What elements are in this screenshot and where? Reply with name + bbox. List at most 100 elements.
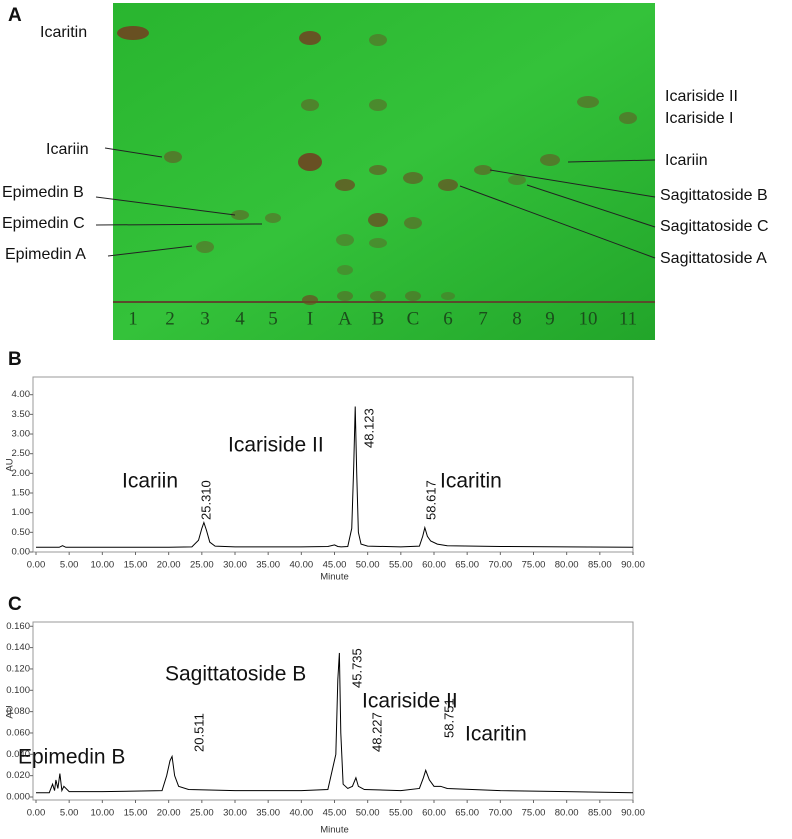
peak-label: 48.227 [369,712,384,752]
trace [36,652,634,794]
peak-label: 20.511 [191,713,206,752]
x-tick-label: 20.00 [157,808,181,819]
y-tick-label: 1.50 [12,488,31,499]
lane-label: 8 [512,308,522,329]
spot [369,99,387,111]
y-tick-label: 0.00 [12,547,31,558]
x-tick-label: 60.00 [422,560,446,571]
compound-label: Epimedin C [2,215,85,232]
y-tick-label: 1.00 [12,507,31,518]
leader-line [107,245,193,257]
x-tick-label: 60.00 [422,808,446,819]
x-tick-label: 90.00 [621,560,645,571]
x-tick-label: 70.00 [488,560,512,571]
lane-label: 7 [478,308,488,329]
x-tick-label: 40.00 [289,560,313,571]
spot [336,234,354,246]
peak-label: 48.123 [361,408,376,448]
lane-label: I [307,308,313,329]
x-tick-label: 35.00 [256,560,280,571]
spot [540,154,560,166]
y-tick-label: 4.00 [12,389,31,400]
peak-label: 58.617 [423,480,438,520]
x-tick-label: 30.00 [223,808,247,819]
spot [337,291,353,301]
leader-line [567,159,656,163]
spot [441,292,455,300]
x-axis-title: Minute [320,572,349,583]
x-tick-label: 50.00 [356,560,380,571]
spot [405,291,421,301]
peak-label: 58.751 [441,698,456,738]
x-tick-label: 65.00 [455,808,479,819]
spot [335,179,355,191]
leader-line [104,147,163,158]
y-tick-label: 3.00 [12,429,31,440]
y-tick-label: 0.040 [6,749,30,760]
compound-label: Icariside II [665,88,738,105]
leader-line [526,184,656,228]
compound-label: Epimedin B [2,184,84,201]
spot [301,99,319,111]
x-tick-label: 50.00 [356,808,380,819]
y-tick-label: 0.100 [6,685,30,696]
y-tick-label: 3.50 [12,409,31,420]
leader-line [95,196,236,216]
spot [298,153,322,171]
annotation: Icaritin [465,723,527,746]
x-tick-label: 25.00 [190,560,214,571]
y-tick-label: 0.50 [12,527,31,538]
annotation: Icariin [122,470,178,493]
lane-label: 10 [579,308,598,329]
x-tick-label: 0.00 [27,560,46,571]
leader-line [95,223,263,226]
x-tick-label: 25.00 [190,808,214,819]
leader-line [489,169,656,198]
x-tick-label: 35.00 [256,808,280,819]
compound-label: Sagittatoside B [660,187,768,204]
spot [337,265,353,275]
lane-label: 3 [200,308,210,329]
spots [117,26,637,305]
trace [36,406,634,548]
y-tick-label: 0.120 [6,663,30,674]
compound-label: Epimedin A [5,246,86,263]
lane-label: B [372,308,385,329]
compound-label: Icariin [665,152,708,169]
spot [117,26,149,40]
y-tick-label: 0.160 [6,621,30,632]
lane-label: 4 [235,308,245,329]
spot [265,213,281,223]
lane-label: 9 [545,308,555,329]
x-tick-label: 5.00 [60,560,79,571]
spot [403,172,423,184]
annotation: Icariside II [228,434,324,457]
panel-label: B [8,349,22,370]
spot [438,179,458,191]
leader-lines [95,147,656,259]
spot [508,175,526,185]
panel-label: C [8,594,22,615]
plot-frame [32,621,634,801]
spot [370,291,386,301]
spot [619,112,637,124]
y-tick-label: 0.020 [6,770,30,781]
x-tick-label: 30.00 [223,560,247,571]
lane-label: 2 [165,308,175,329]
spot [164,151,182,163]
annotation: Icaritin [440,470,502,493]
x-tick-label: 15.00 [124,808,148,819]
lane-label: 5 [268,308,278,329]
y-axis-title: AU [5,458,16,471]
x-tick-label: 55.00 [389,560,413,571]
compound-label: Icariin [46,141,89,158]
x-tick-label: 45.00 [323,560,347,571]
x-tick-label: 75.00 [522,808,546,819]
compound-label: Icariside I [665,110,733,127]
spot [302,295,318,305]
x-tick-label: 90.00 [621,808,645,819]
annotation: Sagittatoside B [165,663,306,686]
x-tick-label: 70.00 [488,808,512,819]
peak-label: 45.735 [349,648,364,688]
